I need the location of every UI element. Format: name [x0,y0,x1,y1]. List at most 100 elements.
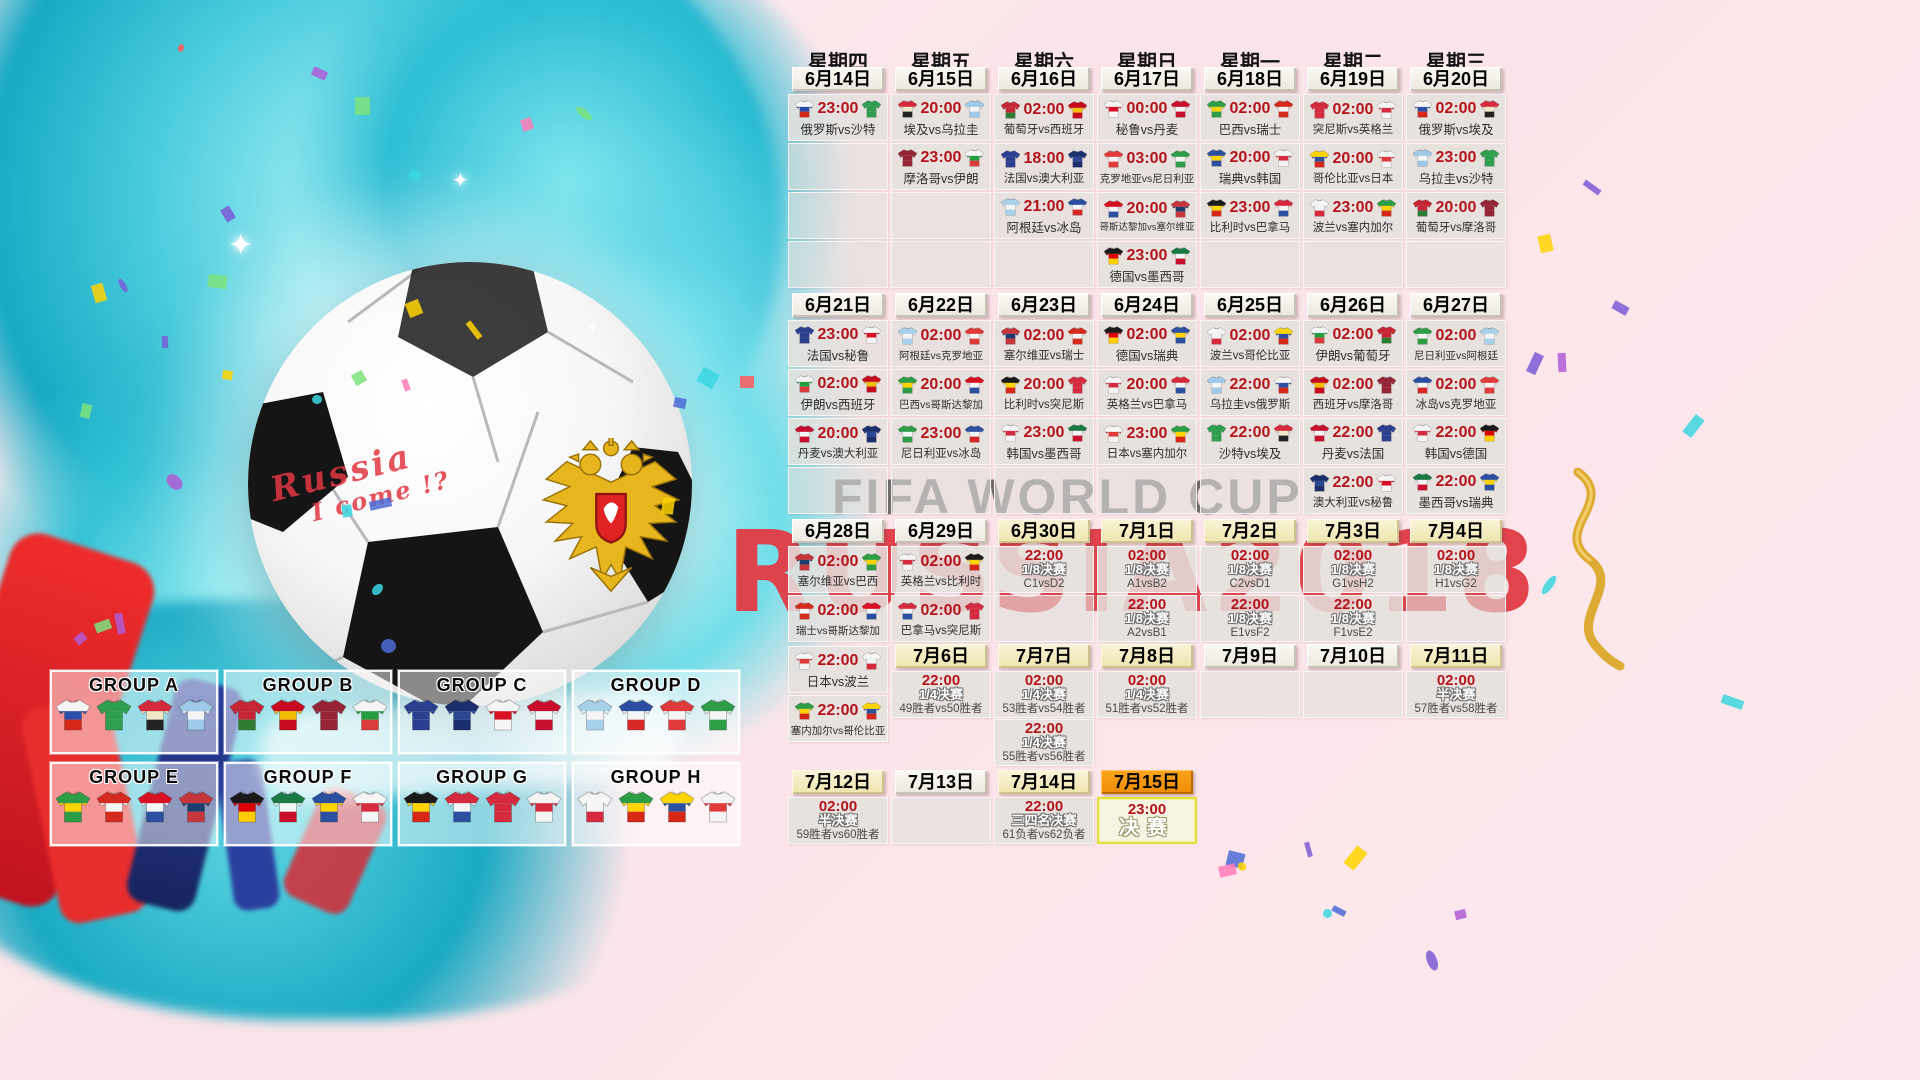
match-cell: 02:00 突尼斯vs英格兰 [1303,94,1403,141]
team-jersey-icon [1309,375,1329,394]
date-header: 7月13日 [895,770,987,794]
team-jersey-icon [1171,424,1191,443]
team-jersey-icon [862,552,882,571]
match-time: 21:00 [1023,198,1065,216]
match-time: 20:00 [817,424,859,442]
match-time: 20:00 [1023,375,1065,393]
team-jersey-icon [177,699,214,731]
match-cell: 23:00 韩国vs墨西哥 [994,418,1094,465]
knockout-match-cell: 22:00 三四名决赛 61负者vs62负者 [994,797,1094,844]
team-jersey-icon [1274,198,1294,217]
group-box: GROUP F [224,762,392,846]
team-jersey-icon [1274,100,1294,118]
match-time: 02:00 [1229,326,1271,344]
match-teams: 乌拉圭vs沙特 [1418,172,1494,187]
pairing-label: G1vsH2 [1332,577,1374,590]
pairing-label: H1vsG2 [1435,577,1477,590]
team-jersey-icon [1068,149,1088,168]
match-time: 02:00 [1332,326,1374,344]
match-cell: 23:00 乌拉圭vs沙特 [1406,143,1506,190]
team-jersey-icon [862,424,882,443]
match-time-row: 22:00 [1206,373,1295,397]
team-jersey-icon [1412,149,1432,167]
match-time-row: 00:00 [1103,97,1192,121]
team-jersey-icon [1171,150,1191,169]
match-cell: 23:00 日本vs塞内加尔 [1097,418,1197,465]
empty-cell [788,143,888,190]
match-teams: 比利时vs突尼斯 [1003,398,1085,411]
match-teams: 尼日利亚vs阿根廷 [1414,350,1498,363]
match-time: 23:00 [1126,247,1168,265]
team-jersey-icon [1274,326,1294,345]
match-time-row: 02:00 [794,550,883,574]
team-jersey-icon [1171,247,1191,265]
match-time-row: 20:00 [794,422,883,446]
match-time: 02:00 [920,552,962,570]
group-jerseys [228,699,389,731]
match-cell: 20:00 哥伦比亚vs日本 [1303,143,1403,190]
match-cell: 23:00 法国vs秘鲁 [788,320,888,367]
match-teams: 俄罗斯vs沙特 [800,123,876,138]
team-jersey-icon [1412,424,1432,442]
stage-label: 决赛 [1119,816,1175,839]
match-cell: 02:00 塞尔维亚vs巴西 [788,546,888,593]
empty-cell [1303,671,1403,718]
match-teams: 沙特vs埃及 [1218,447,1282,462]
group-box: GROUP B [224,670,392,754]
match-cell: 20:00 巴西vs哥斯达黎加 [891,369,991,416]
knockout-match-cell: 22:00 1/4决赛 55胜者vs56胜者 [994,719,1094,766]
team-jersey-icon [1309,149,1329,168]
russia-coat-of-arms-icon [541,438,681,593]
match-cell: 23:00 俄罗斯vs沙特 [788,94,888,141]
match-time: 20:00 [1229,149,1271,167]
empty-cell [788,467,888,514]
match-time-row: 20:00 [1103,197,1192,221]
match-cell: 02:00 德国vs瑞典 [1097,320,1197,367]
date-header: 6月28日 [792,519,884,543]
match-cell: 02:00 西班牙vs摩洛哥 [1303,369,1403,416]
pairing-label: 55胜者vs56胜者 [1002,750,1086,763]
match-time: 02:00 [1126,326,1168,344]
empty-cell [1406,595,1506,642]
team-jersey-icon [1480,424,1500,442]
team-jersey-icon [1480,473,1500,491]
empty-cell [1303,241,1403,288]
match-time: 23:00 [817,326,859,344]
knockout-match-cell: 02:00 1/8决赛 H1vsG2 [1406,546,1506,593]
empty-cell [788,241,888,288]
team-jersey-icon [1206,149,1226,167]
match-teams: 墨西哥vs瑞典 [1418,496,1494,511]
match-cell: 23:00 摩洛哥vs伊朗 [891,143,991,190]
group-box: GROUP G [398,762,566,846]
date-header: 6月25日 [1204,293,1296,317]
match-time: 22:00 [1435,473,1477,491]
knockout-match-cell: 22:00 1/4决赛 49胜者vs50胜者 [891,671,991,718]
match-time-row: 23:00 [794,97,883,121]
team-jersey-icon [1309,326,1329,344]
match-teams: 伊朗vs葡萄牙 [1315,349,1391,364]
team-jersey-icon [269,791,306,823]
team-jersey-icon [1412,100,1432,118]
match-teams: 塞尔维亚vs巴西 [797,575,879,588]
match-time: 02:00 [1332,375,1374,393]
match-time-row: 23:00 [1412,146,1501,170]
match-teams: 巴拿马vs突尼斯 [900,624,982,637]
date-header: 7月12日 [792,770,884,794]
team-jersey-icon [136,699,173,731]
match-time-row: 02:00 [1206,97,1295,121]
match-time: 02:00 [1127,546,1167,564]
team-jersey-icon [1206,375,1226,394]
match-teams: 冰岛vs克罗地亚 [1415,398,1497,411]
team-jersey-icon [897,327,917,346]
match-time: 22:00 [817,652,859,670]
match-time: 23:00 [817,100,859,118]
soccer-ball-pattern [248,262,692,706]
date-header: 7月11日 [1410,644,1502,668]
team-jersey-icon [1377,149,1397,168]
group-jerseys [402,699,563,731]
stage-label: 1/4决赛 [918,686,964,702]
date-header: 6月16日 [998,67,1090,91]
group-jerseys [228,791,389,823]
date-header: 7月9日 [1204,644,1296,668]
